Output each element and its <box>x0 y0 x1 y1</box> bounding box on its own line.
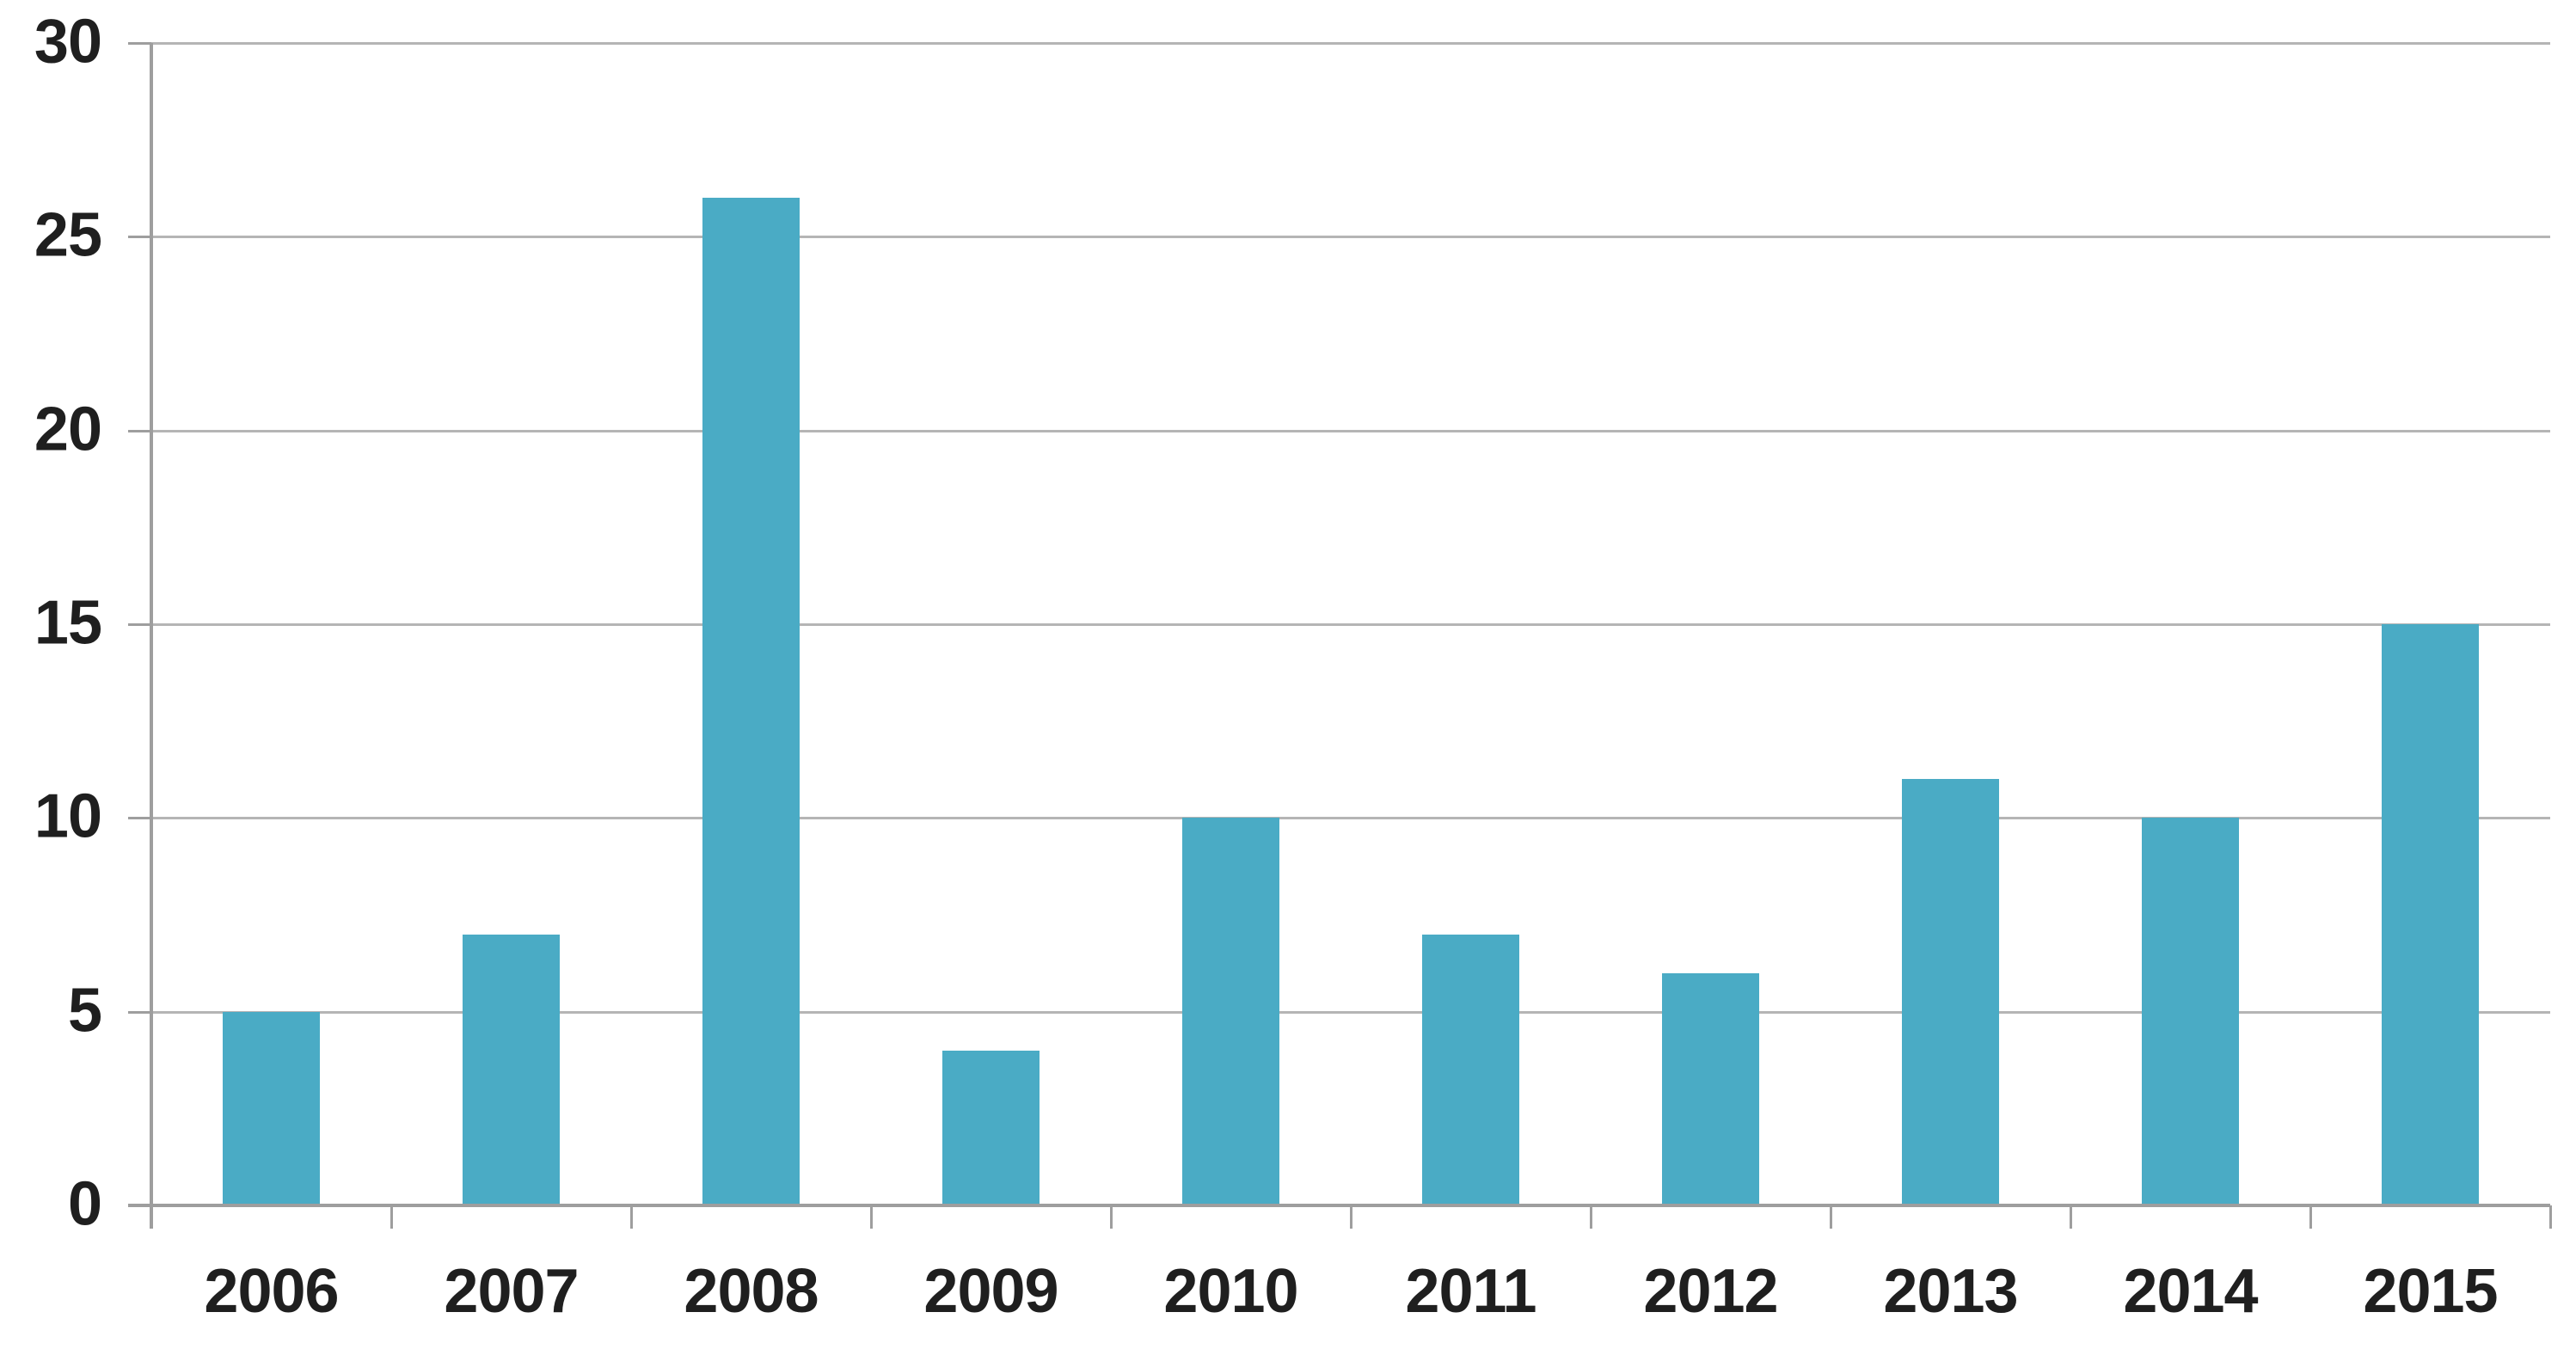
y-axis-label-25: 25 <box>34 200 102 270</box>
x-axis-label-2014: 2014 <box>2123 1257 2258 1326</box>
x-axis-label-2012: 2012 <box>1643 1257 1778 1326</box>
y-axis-line <box>150 43 153 1229</box>
x-axis-label-2006: 2006 <box>204 1257 339 1326</box>
y-tick-25 <box>128 236 151 239</box>
y-axis-label-0: 0 <box>67 1169 102 1239</box>
gridline-15 <box>151 623 2550 626</box>
x-tick-7 <box>1829 1205 1832 1229</box>
y-axis-label-20: 20 <box>34 395 102 464</box>
x-axis-label-2009: 2009 <box>923 1257 1058 1326</box>
y-axis-label-5: 5 <box>67 976 102 1045</box>
x-axis-label-2007: 2007 <box>444 1257 579 1326</box>
x-tick-1 <box>389 1205 393 1229</box>
x-axis-label-2008: 2008 <box>684 1257 819 1326</box>
y-axis-label-15: 15 <box>34 588 102 658</box>
y-axis-label-30: 30 <box>34 7 102 77</box>
x-tick-2 <box>629 1205 633 1229</box>
x-axis-line <box>128 1204 2550 1207</box>
x-tick-10 <box>2548 1205 2552 1229</box>
x-tick-9 <box>2309 1205 2312 1229</box>
bar-2014 <box>2142 818 2239 1205</box>
x-tick-5 <box>1349 1205 1352 1229</box>
y-tick-10 <box>128 817 151 820</box>
x-axis-label-2011: 2011 <box>1405 1257 1536 1326</box>
bar-2008 <box>702 198 800 1205</box>
bar-2007 <box>463 934 560 1205</box>
y-tick-20 <box>128 429 151 432</box>
y-tick-15 <box>128 623 151 626</box>
gridline-20 <box>151 429 2550 432</box>
x-tick-6 <box>1589 1205 1592 1229</box>
bar-2013 <box>1902 779 1999 1205</box>
bar-2015 <box>2382 624 2479 1205</box>
y-axis-label-10: 10 <box>34 782 102 851</box>
bar-2012 <box>1662 972 1759 1205</box>
x-axis-label-2013: 2013 <box>1883 1257 2018 1326</box>
bar-2010 <box>1182 818 1279 1205</box>
gridline-10 <box>151 817 2550 820</box>
gridline-25 <box>151 236 2550 239</box>
gridline-5 <box>151 1010 2550 1014</box>
y-tick-30 <box>128 42 151 45</box>
x-axis-label-2015: 2015 <box>2363 1257 2498 1326</box>
y-tick-5 <box>128 1010 151 1014</box>
bar-2011 <box>1422 934 1519 1205</box>
gridline-30 <box>151 42 2550 45</box>
bar-2006 <box>223 1011 320 1205</box>
bar-2009 <box>942 1050 1040 1205</box>
x-tick-4 <box>1109 1205 1113 1229</box>
x-tick-8 <box>2069 1205 2072 1229</box>
x-tick-3 <box>869 1205 873 1229</box>
y-tick-0 <box>128 1205 151 1207</box>
x-axis-label-2010: 2010 <box>1163 1257 1298 1326</box>
